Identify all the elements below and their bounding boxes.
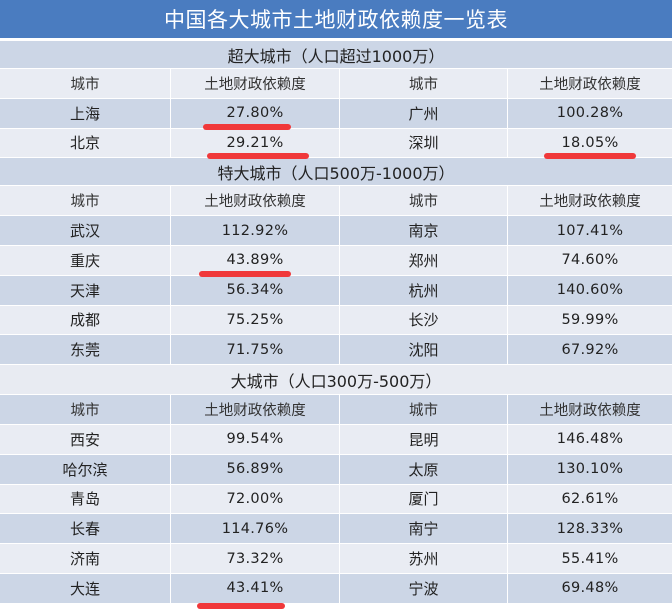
column-header-city: 城市 [340, 395, 508, 424]
column-header-dependency: 土地财政依赖度 [171, 186, 340, 216]
city-name: 大连 [0, 573, 171, 603]
city-name: 成都 [0, 305, 171, 335]
city-name: 太原 [340, 454, 508, 484]
table-row: 武汉 112.92% 南京 107.41% [0, 216, 672, 246]
dependency-value: 43.41% [171, 573, 340, 609]
city-name: 武汉 [0, 216, 171, 245]
city-name: 杭州 [340, 275, 508, 305]
column-header-city: 城市 [0, 186, 171, 216]
dependency-value: 114.76% [171, 514, 340, 544]
city-name: 青岛 [0, 484, 171, 514]
dependency-value: 59.99% [561, 311, 619, 328]
section-title: 特大城市（人口500万-1000万） [0, 158, 672, 187]
dependency-value: 71.75% [171, 335, 340, 365]
city-name: 苏州 [340, 544, 508, 573]
table-row: 西安 99.54% 昆明 146.48% [0, 424, 672, 455]
city-name: 广州 [340, 98, 508, 128]
value-text: 43.89% [226, 252, 284, 269]
city-name: 南宁 [340, 514, 508, 544]
city-name: 长春 [0, 514, 171, 544]
dependency-value: 55.41% [561, 550, 619, 567]
column-header-city: 城市 [0, 69, 171, 98]
dependency-value: 67.92% [561, 341, 619, 358]
highlight-underline [203, 123, 291, 130]
dependency-value: 56.34% [171, 275, 340, 305]
city-name: 南京 [340, 216, 508, 245]
city-name: 济南 [0, 544, 171, 573]
dependency-value: 73.32% [171, 544, 340, 573]
dependency-value: 74.60% [561, 252, 619, 269]
city-name: 厦门 [340, 484, 508, 514]
table-row: 上海 27.80% 广州 100.28% [0, 98, 672, 130]
city-name: 宁波 [340, 573, 508, 603]
city-name: 北京 [0, 128, 171, 158]
section-megacities: 超大城市（人口超过1000万） 城市 土地财政依赖度 城市 土地财政依赖度 上海… [0, 41, 672, 160]
dependency-value: 69.48% [561, 580, 619, 597]
dependency-value: 75.25% [171, 305, 340, 335]
value-text: 27.80% [226, 105, 284, 122]
table-row: 重庆 43.89% 郑州 74.60% [0, 245, 672, 277]
column-header-row: 城市 土地财政依赖度 城市 土地财政依赖度 [0, 69, 672, 99]
column-header-row: 城市 土地财政依赖度 城市 土地财政依赖度 [0, 186, 672, 217]
dependency-value: 146.48% [556, 431, 624, 448]
highlight-underline [199, 270, 291, 277]
column-header-city: 城市 [340, 69, 508, 98]
table-row: 济南 73.32% 苏州 55.41% [0, 544, 672, 574]
section-title: 大城市（人口300万-500万） [0, 365, 672, 396]
dependency-value: 18.05% [508, 129, 672, 160]
column-header-dependency: 土地财政依赖度 [539, 194, 641, 211]
table-row: 天津 56.34% 杭州 140.60% [0, 275, 672, 306]
city-name: 昆明 [340, 424, 508, 454]
table-title: 中国各大城市土地财政依赖度一览表 [0, 0, 672, 41]
column-header-dependency: 土地财政依赖度 [539, 76, 641, 93]
city-name: 东莞 [0, 335, 171, 365]
city-name: 长沙 [340, 305, 508, 335]
column-header-dependency: 土地财政依赖度 [171, 395, 340, 424]
city-name: 上海 [0, 98, 171, 128]
city-name: 沈阳 [340, 335, 508, 365]
city-name: 天津 [0, 275, 171, 305]
highlight-underline [207, 153, 309, 160]
city-name: 郑州 [340, 245, 508, 275]
value-text: 43.41% [226, 580, 284, 597]
dependency-value: 100.28% [556, 105, 624, 122]
city-name: 深圳 [340, 128, 508, 158]
city-name: 哈尔滨 [0, 454, 171, 484]
table-row: 北京 29.21% 深圳 18.05% [0, 128, 672, 160]
dependency-value: 62.61% [561, 490, 619, 507]
table-row: 长春 114.76% 南宁 128.33% [0, 514, 672, 545]
section-big-cities: 大城市（人口300万-500万） 城市 土地财政依赖度 城市 土地财政依赖度 西… [0, 365, 672, 609]
column-header-city: 城市 [0, 395, 171, 424]
dependency-value: 72.00% [171, 484, 340, 514]
table-row: 哈尔滨 56.89% 太原 130.10% [0, 454, 672, 485]
table-row: 大连 43.41% 宁波 69.48% [0, 573, 672, 609]
table-row: 青岛 72.00% 厦门 62.61% [0, 484, 672, 515]
dependency-value: 56.89% [171, 454, 340, 484]
column-header-row: 城市 土地财政依赖度 城市 土地财政依赖度 [0, 395, 672, 425]
column-header-dependency: 土地财政依赖度 [171, 69, 340, 98]
column-header-city: 城市 [340, 186, 508, 216]
dependency-value: 112.92% [171, 216, 340, 245]
column-header-dependency: 土地财政依赖度 [539, 403, 641, 420]
section-large-cities: 特大城市（人口500万-1000万） 城市 土地财政依赖度 城市 土地财政依赖度… [0, 158, 672, 366]
highlight-underline [544, 153, 636, 160]
city-name: 重庆 [0, 245, 171, 275]
dependency-value: 99.54% [171, 424, 340, 454]
value-text: 18.05% [561, 134, 619, 151]
city-name: 西安 [0, 424, 171, 454]
table-row: 成都 75.25% 长沙 59.99% [0, 305, 672, 336]
dependency-value: 27.80% [171, 98, 340, 130]
dependency-value: 107.41% [556, 222, 624, 239]
dependency-value: 128.33% [556, 520, 624, 537]
dependency-value: 29.21% [171, 128, 340, 160]
dependency-value: 140.60% [556, 282, 624, 299]
dependency-value: 43.89% [171, 245, 340, 277]
dependency-value: 130.10% [556, 461, 624, 478]
section-title: 超大城市（人口超过1000万） [0, 41, 672, 69]
value-text: 29.21% [226, 134, 284, 151]
table-row: 东莞 71.75% 沈阳 67.92% [0, 335, 672, 366]
